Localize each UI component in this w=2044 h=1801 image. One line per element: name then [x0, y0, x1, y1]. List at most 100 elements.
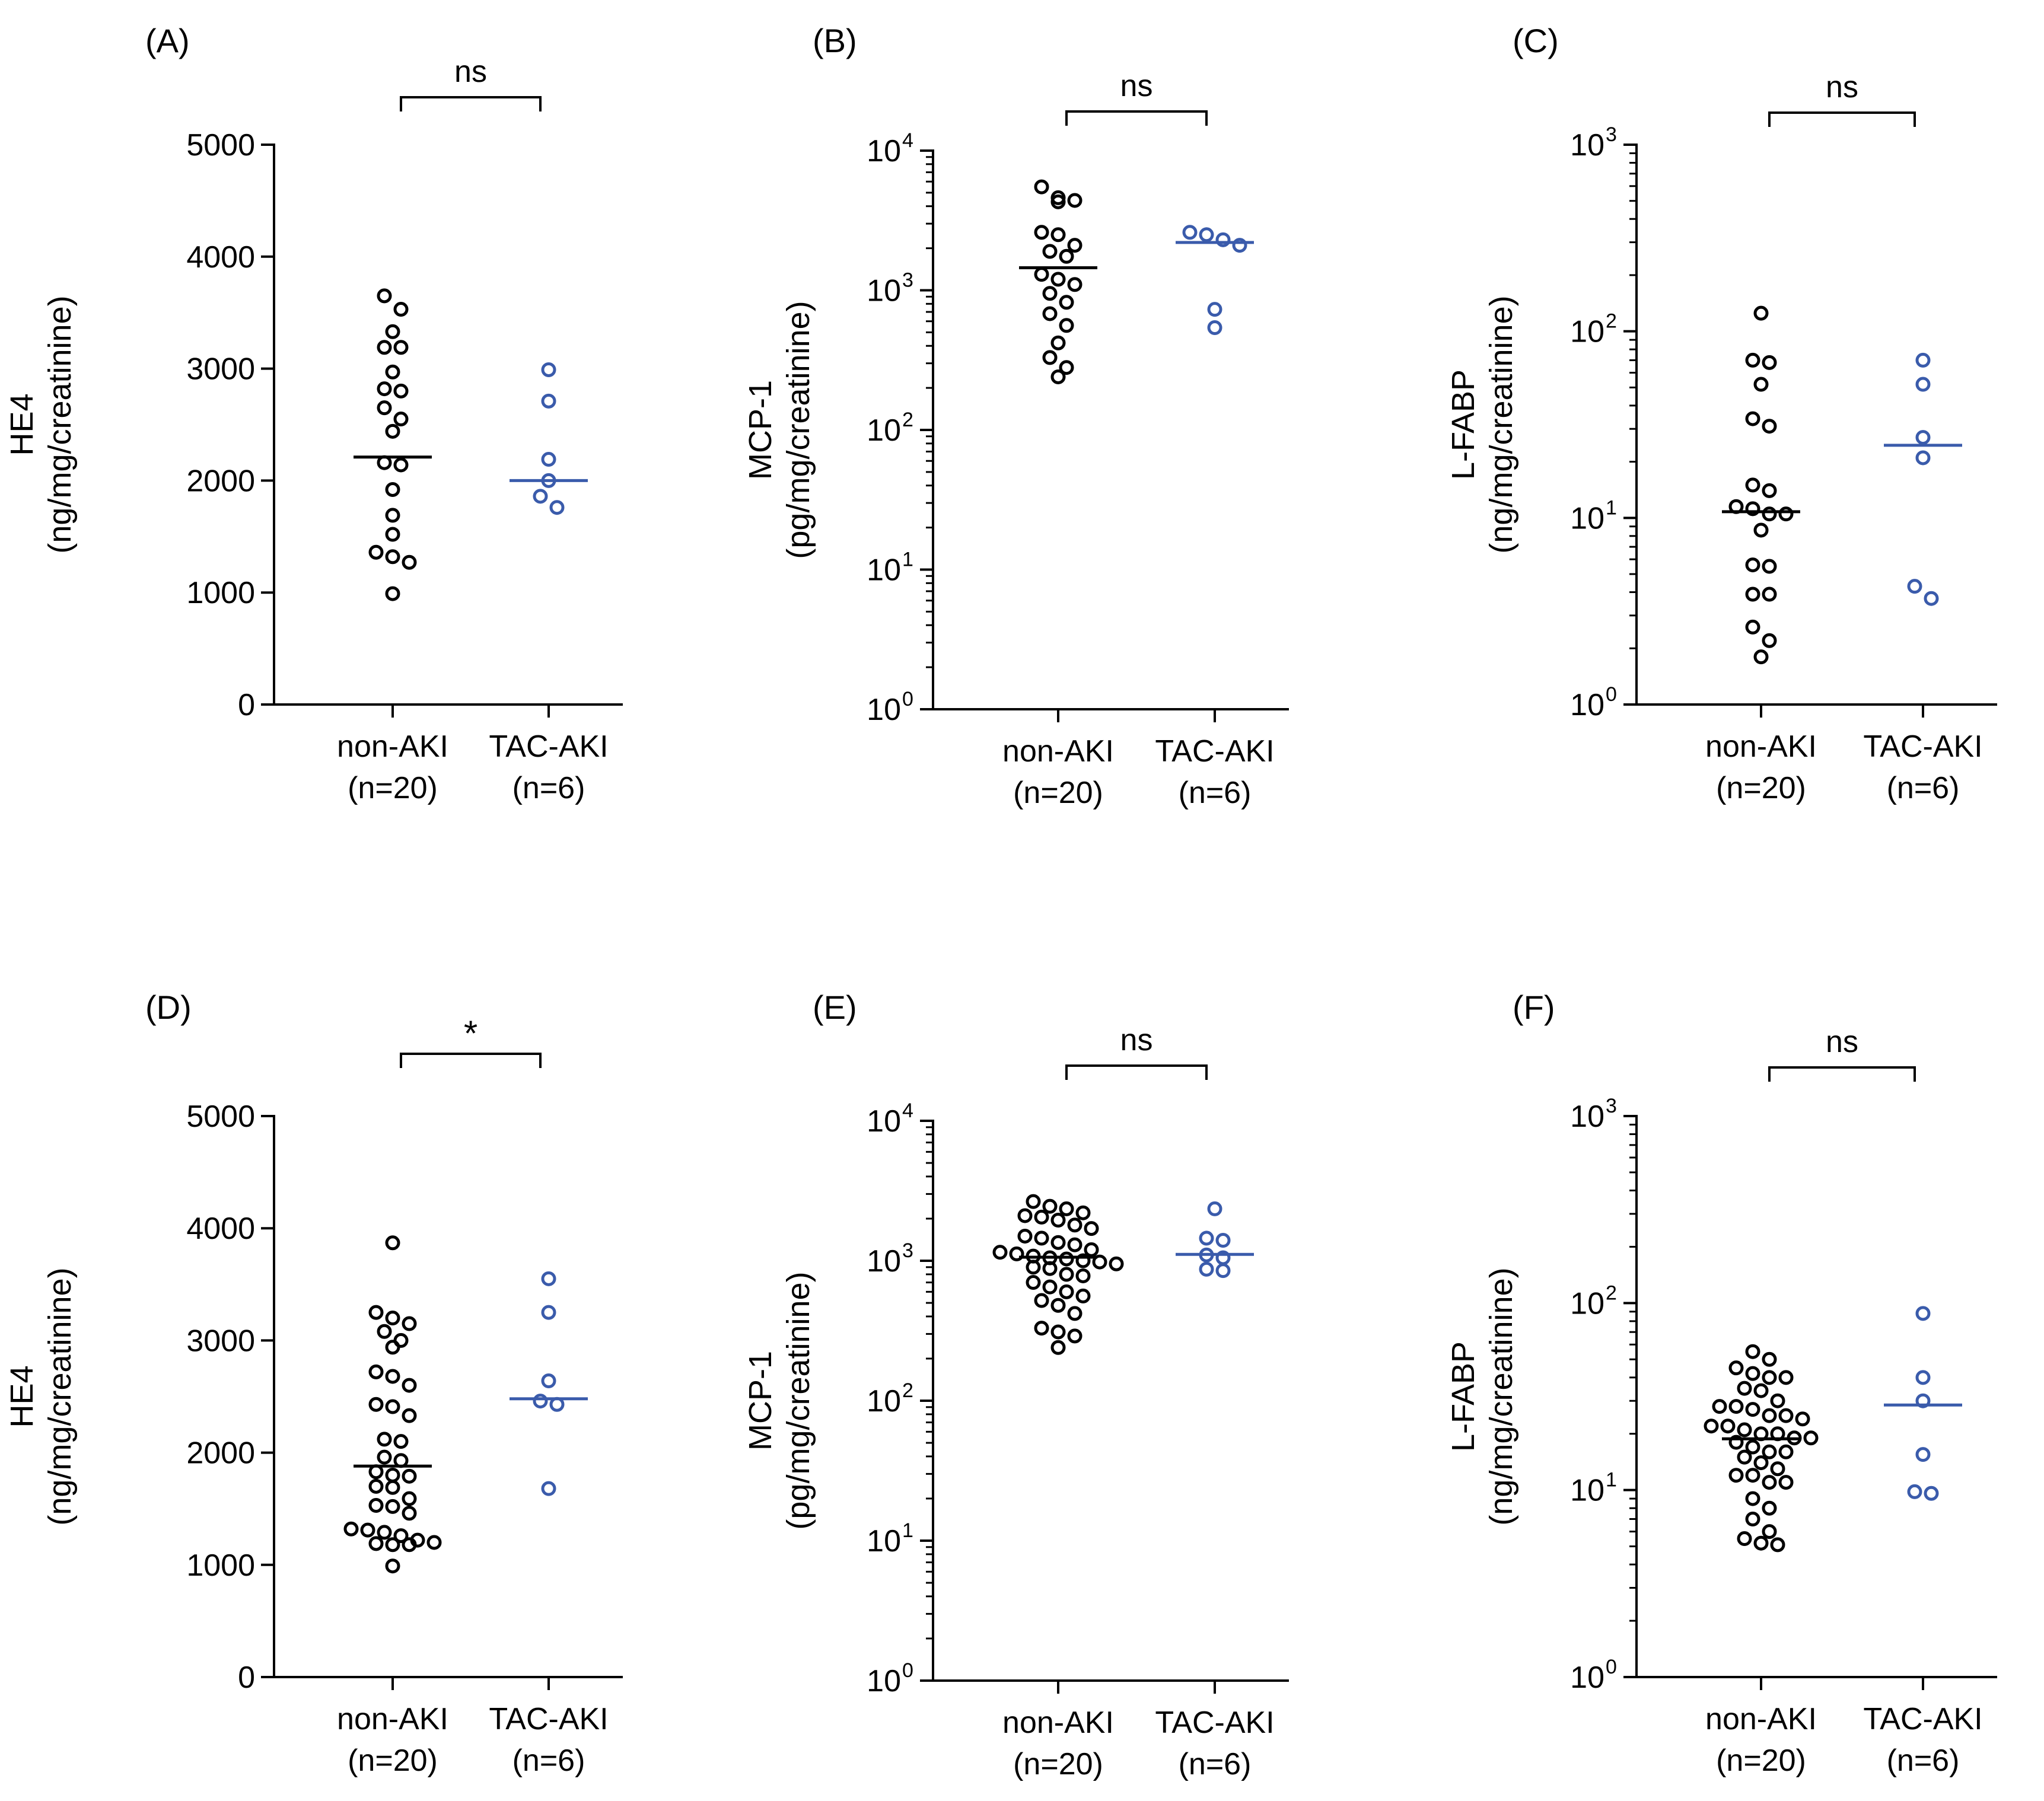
- data-point-non-aki: [1050, 272, 1066, 287]
- panel-label: (D): [145, 989, 192, 1026]
- y-axis-label-unit: (pg/mg/creatinine): [781, 301, 816, 559]
- data-point-non-aki: [1050, 335, 1066, 350]
- x-tick-n-label: (n=6): [1887, 771, 1960, 805]
- data-point-non-aki: [402, 1408, 417, 1423]
- y-tick-exponent: 3: [902, 1239, 913, 1262]
- data-point-non-aki: [385, 324, 400, 339]
- significance-label: ns: [1120, 69, 1153, 103]
- y-tick-label: 10: [1570, 688, 1604, 722]
- y-axis-label-unit: (ng/mg/creatinine): [1483, 295, 1519, 553]
- data-point-tac-aki: [1215, 1263, 1231, 1279]
- data-point-non-aki: [1803, 1430, 1819, 1446]
- x-tick-label: TAC-AKI: [489, 1702, 608, 1736]
- data-point-tac-aki: [1915, 1370, 1931, 1385]
- data-point-non-aki: [360, 1522, 375, 1538]
- data-point-non-aki: [385, 1235, 400, 1251]
- y-tick-exponent: 1: [902, 1519, 913, 1542]
- significance-label: ns: [1826, 70, 1858, 104]
- panel-label: (B): [813, 22, 857, 59]
- y-tick-label: 5000: [186, 128, 255, 162]
- data-point-non-aki: [1059, 1267, 1074, 1282]
- x-tick-label: TAC-AKI: [1155, 734, 1274, 769]
- data-point-non-aki: [1084, 1221, 1099, 1236]
- x-tick-n-label: (n=6): [1179, 1747, 1252, 1781]
- data-point-non-aki: [1762, 355, 1777, 370]
- data-point-non-aki: [1067, 238, 1083, 253]
- y-axis-label-unit: (ng/mg/creatinine): [1483, 1267, 1519, 1525]
- y-tick-label: 1000: [186, 576, 255, 610]
- data-point-tac-aki: [1915, 377, 1931, 392]
- data-point-non-aki: [1034, 1321, 1049, 1336]
- significance-bracket: [1065, 1064, 1208, 1080]
- data-point-non-aki: [1704, 1419, 1719, 1434]
- data-point-non-aki: [1762, 1370, 1777, 1385]
- data-point-non-aki: [1050, 227, 1066, 243]
- x-tick-n-label: (n=20): [1013, 1747, 1103, 1781]
- data-point-non-aki: [1075, 1205, 1091, 1220]
- data-point-non-aki: [1009, 1246, 1024, 1261]
- y-axis-label-name: HE4: [4, 393, 40, 455]
- y-tick-label: 10: [1570, 315, 1604, 349]
- y-axis-label-unit: (pg/mg/creatinine): [781, 1271, 816, 1529]
- x-tick-n-label: (n=6): [512, 771, 585, 805]
- x-tick-n-label: (n=20): [1013, 776, 1103, 810]
- data-point-non-aki: [1026, 1260, 1041, 1275]
- data-point-non-aki: [368, 1364, 384, 1379]
- significance-bracket: [1065, 110, 1208, 126]
- data-point-non-aki: [368, 1536, 384, 1551]
- y-tick-label: 0: [238, 1660, 255, 1695]
- y-axis-label: HE4(ng/mg/creatinine): [4, 295, 78, 553]
- y-axis-label: L-FABP(ng/mg/creatinine): [1446, 1267, 1519, 1525]
- data-point-non-aki: [1067, 277, 1083, 292]
- y-axis-label-name: HE4: [4, 1365, 40, 1427]
- y-tick-label: 10: [867, 1244, 901, 1279]
- data-point-non-aki: [1720, 1419, 1736, 1434]
- data-point-non-aki: [1026, 1194, 1041, 1209]
- data-point-non-aki: [1042, 350, 1058, 365]
- data-point-non-aki: [1050, 1298, 1066, 1313]
- x-tick-n-label: (n=20): [348, 771, 438, 805]
- y-tick-label: 10: [1570, 128, 1604, 162]
- data-point-non-aki: [393, 412, 409, 427]
- y-tick-label: 0: [238, 688, 255, 722]
- data-point-non-aki: [1034, 1209, 1049, 1225]
- x-tick-label: TAC-AKI: [489, 729, 608, 764]
- data-point-non-aki: [1762, 1408, 1777, 1423]
- data-point-non-aki: [1778, 506, 1794, 522]
- data-point-non-aki: [1762, 633, 1777, 648]
- data-point-non-aki: [1042, 1279, 1058, 1295]
- data-point-non-aki: [385, 1499, 400, 1514]
- data-point-non-aki: [1745, 501, 1760, 517]
- data-point-non-aki: [426, 1535, 442, 1550]
- x-tick-n-label: (n=20): [348, 1743, 438, 1778]
- data-point-non-aki: [1745, 352, 1760, 368]
- y-axis-label-name: MCP-1: [743, 380, 778, 480]
- data-point-non-aki: [1745, 477, 1760, 493]
- y-tick-label: 3000: [186, 1324, 255, 1358]
- x-tick-n-label: (n=20): [1716, 771, 1806, 805]
- data-point-tac-aki: [1215, 1233, 1231, 1248]
- data-point-non-aki: [1745, 619, 1760, 635]
- data-point-non-aki: [368, 1498, 384, 1513]
- data-point-non-aki: [402, 1537, 417, 1553]
- data-point-non-aki: [385, 482, 400, 498]
- data-point-non-aki: [1745, 411, 1760, 426]
- data-point-non-aki: [385, 364, 400, 380]
- data-point-tac-aki: [1207, 302, 1222, 317]
- data-point-non-aki: [1745, 586, 1760, 602]
- data-point-non-aki: [385, 586, 400, 601]
- data-point-tac-aki: [1915, 1393, 1931, 1408]
- y-tick-label: 4000: [186, 1212, 255, 1246]
- data-point-non-aki: [1778, 1370, 1794, 1385]
- y-tick-label: 10: [867, 553, 901, 588]
- data-point-non-aki: [377, 381, 392, 397]
- data-point-non-aki: [1745, 1439, 1760, 1455]
- data-point-non-aki: [1042, 286, 1058, 301]
- data-point-non-aki: [1778, 1444, 1794, 1459]
- y-axis-label: MCP-1(pg/mg/creatinine): [743, 1271, 816, 1529]
- data-point-non-aki: [1753, 377, 1769, 392]
- data-point-non-aki: [1745, 1491, 1760, 1506]
- x-tick-n-label: (n=6): [1179, 776, 1252, 810]
- data-point-non-aki: [1050, 369, 1066, 384]
